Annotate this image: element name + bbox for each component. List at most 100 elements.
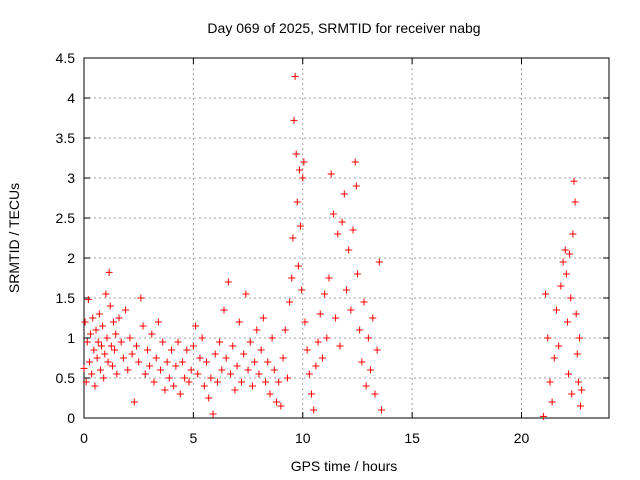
data-point — [364, 334, 372, 342]
data-point — [318, 354, 326, 362]
data-point — [301, 318, 309, 326]
plot-frame — [83, 57, 610, 419]
data-points — [80, 72, 586, 420]
data-point — [194, 370, 202, 378]
data-point — [336, 342, 344, 350]
data-point — [345, 246, 353, 254]
data-point — [563, 318, 571, 326]
data-point — [270, 366, 278, 374]
data-point — [143, 346, 151, 354]
data-point — [300, 158, 308, 166]
data-point — [148, 330, 156, 338]
data-point — [305, 370, 313, 378]
data-point — [85, 358, 93, 366]
data-point — [325, 274, 333, 282]
data-point — [135, 358, 143, 366]
data-point — [310, 406, 318, 414]
data-point — [358, 358, 366, 366]
data-point — [82, 378, 90, 386]
data-point — [575, 334, 583, 342]
data-point — [548, 398, 556, 406]
data-point — [170, 382, 178, 390]
data-point — [224, 278, 232, 286]
y-tick-label: 2 — [67, 250, 75, 266]
x-axis-label: GPS time / hours — [291, 458, 398, 474]
y-axis-label: SRMTID / TECUs — [6, 183, 22, 293]
data-point — [176, 390, 184, 398]
data-point — [578, 386, 586, 394]
data-point — [316, 310, 324, 318]
data-point — [133, 342, 140, 350]
chart-title: Day 069 of 2025, SRMTID for receiver nab… — [207, 20, 480, 36]
data-point — [294, 262, 302, 270]
data-point — [262, 378, 270, 386]
data-point — [100, 374, 108, 382]
data-point — [187, 366, 195, 374]
data-point — [105, 268, 113, 276]
data-point — [126, 334, 134, 342]
data-point — [367, 366, 375, 374]
data-point — [98, 342, 105, 350]
data-point — [299, 174, 307, 182]
data-point — [178, 358, 186, 366]
y-tick-label: 1.5 — [56, 290, 76, 306]
data-point — [159, 338, 167, 346]
data-point — [163, 358, 171, 366]
data-point — [290, 116, 298, 124]
data-point — [544, 334, 552, 342]
data-point — [91, 382, 99, 390]
plot-border — [83, 57, 610, 419]
data-point — [371, 390, 379, 398]
data-point — [106, 302, 114, 310]
x-tick-label: 0 — [80, 430, 88, 446]
data-point — [168, 346, 175, 354]
data-point — [196, 354, 204, 362]
data-point — [124, 366, 132, 374]
data-point — [95, 310, 103, 318]
data-point — [113, 370, 121, 378]
data-point — [108, 362, 116, 370]
data-point — [559, 258, 567, 266]
data-point — [568, 390, 576, 398]
data-point — [264, 358, 272, 366]
data-point — [268, 334, 276, 342]
x-tick-label: 15 — [404, 430, 420, 446]
data-point — [128, 350, 136, 358]
data-point — [183, 346, 191, 354]
data-point — [231, 386, 239, 394]
data-point — [87, 330, 95, 338]
data-point — [378, 406, 385, 414]
data-point — [373, 346, 381, 354]
data-point — [84, 296, 92, 304]
data-point — [312, 362, 320, 370]
data-point — [240, 350, 248, 358]
data-point — [90, 346, 98, 354]
y-tick-label: 1 — [67, 330, 75, 346]
data-point — [137, 294, 145, 302]
data-point — [111, 346, 119, 354]
data-point — [213, 378, 221, 386]
data-point — [96, 366, 104, 374]
data-point — [353, 270, 361, 278]
data-point — [542, 290, 550, 298]
data-point — [321, 290, 329, 298]
data-point — [107, 342, 115, 350]
data-point — [161, 386, 169, 394]
data-point — [110, 318, 118, 326]
data-point — [334, 230, 342, 238]
data-point — [295, 166, 303, 174]
data-point — [369, 314, 377, 322]
data-point — [352, 182, 360, 190]
data-point — [89, 314, 97, 322]
data-point — [172, 362, 180, 370]
data-point — [566, 250, 574, 258]
data-point — [207, 374, 215, 382]
x-tick-label: 20 — [514, 430, 530, 446]
data-point — [570, 177, 578, 185]
data-point — [235, 318, 243, 326]
data-point — [185, 378, 193, 386]
data-point — [198, 334, 206, 342]
data-point — [571, 198, 579, 206]
data-point — [286, 298, 294, 306]
data-point — [102, 290, 110, 298]
